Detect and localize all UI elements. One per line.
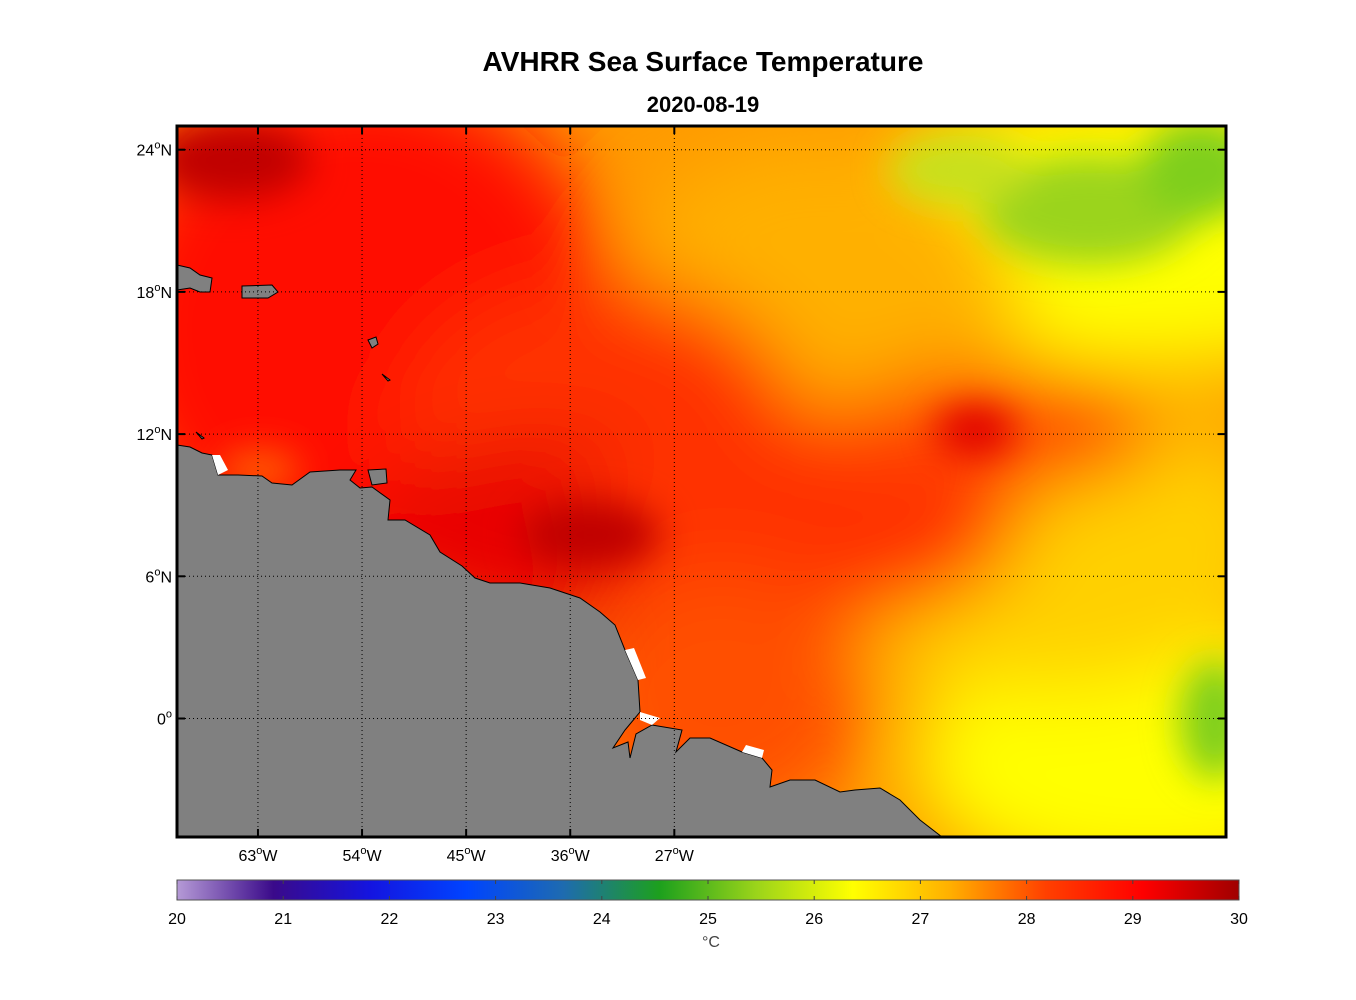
lon-tick-label: 63oW <box>238 845 278 865</box>
colorbar-tick-label: 20 <box>168 911 186 928</box>
colorbar-tick-label: 27 <box>912 911 930 928</box>
lat-tick-label: 6oN <box>145 566 172 586</box>
small-island-1 <box>367 336 379 349</box>
lon-tick-label: 45oW <box>447 845 487 865</box>
trinidad-island <box>367 468 388 486</box>
colorbar-tick-label: 28 <box>1018 911 1036 928</box>
graticule <box>177 126 1226 837</box>
map-subtitle: 2020-08-19 <box>646 92 760 117</box>
lat-tick-label: 0o <box>157 709 172 729</box>
sst-field <box>177 126 1226 837</box>
lon-tick-label: 36oW <box>551 845 591 865</box>
colorbar-unit: °C <box>702 934 720 951</box>
colorbar-tick-label: 26 <box>805 911 823 928</box>
map-title: AVHRR Sea Surface Temperature <box>482 46 924 77</box>
axis-labels: 63oW 54oW 45oW 36oW 27oW 24oN 18oN 12oN 6oN 0o <box>137 126 1226 865</box>
lat-tick-label: 18oN <box>137 282 172 302</box>
colorbar-tick-label: 23 <box>487 911 505 928</box>
colorbar-tick-label: 21 <box>274 911 292 928</box>
map-frame <box>175 124 1228 839</box>
south-america-coast <box>177 444 943 837</box>
colorbar-tick-label: 24 <box>593 911 611 928</box>
lat-tick-label: 12oN <box>137 424 172 444</box>
colorbar-tick-label: 29 <box>1124 911 1142 928</box>
lon-tick-label: 27oW <box>655 845 695 865</box>
land-layer <box>177 264 943 837</box>
lat-tick-label: 24oN <box>137 140 172 160</box>
lon-tick-label: 54oW <box>343 845 383 865</box>
colorbar: 20 21 22 23 24 25 26 27 28 29 30 <box>168 879 1248 928</box>
colorbar-tick-label: 25 <box>699 911 717 928</box>
colorbar-tick-label: 30 <box>1230 911 1248 928</box>
small-island-2 <box>381 373 391 382</box>
puerto-rico-island <box>241 284 279 299</box>
colorbar-tick-label: 22 <box>381 911 399 928</box>
